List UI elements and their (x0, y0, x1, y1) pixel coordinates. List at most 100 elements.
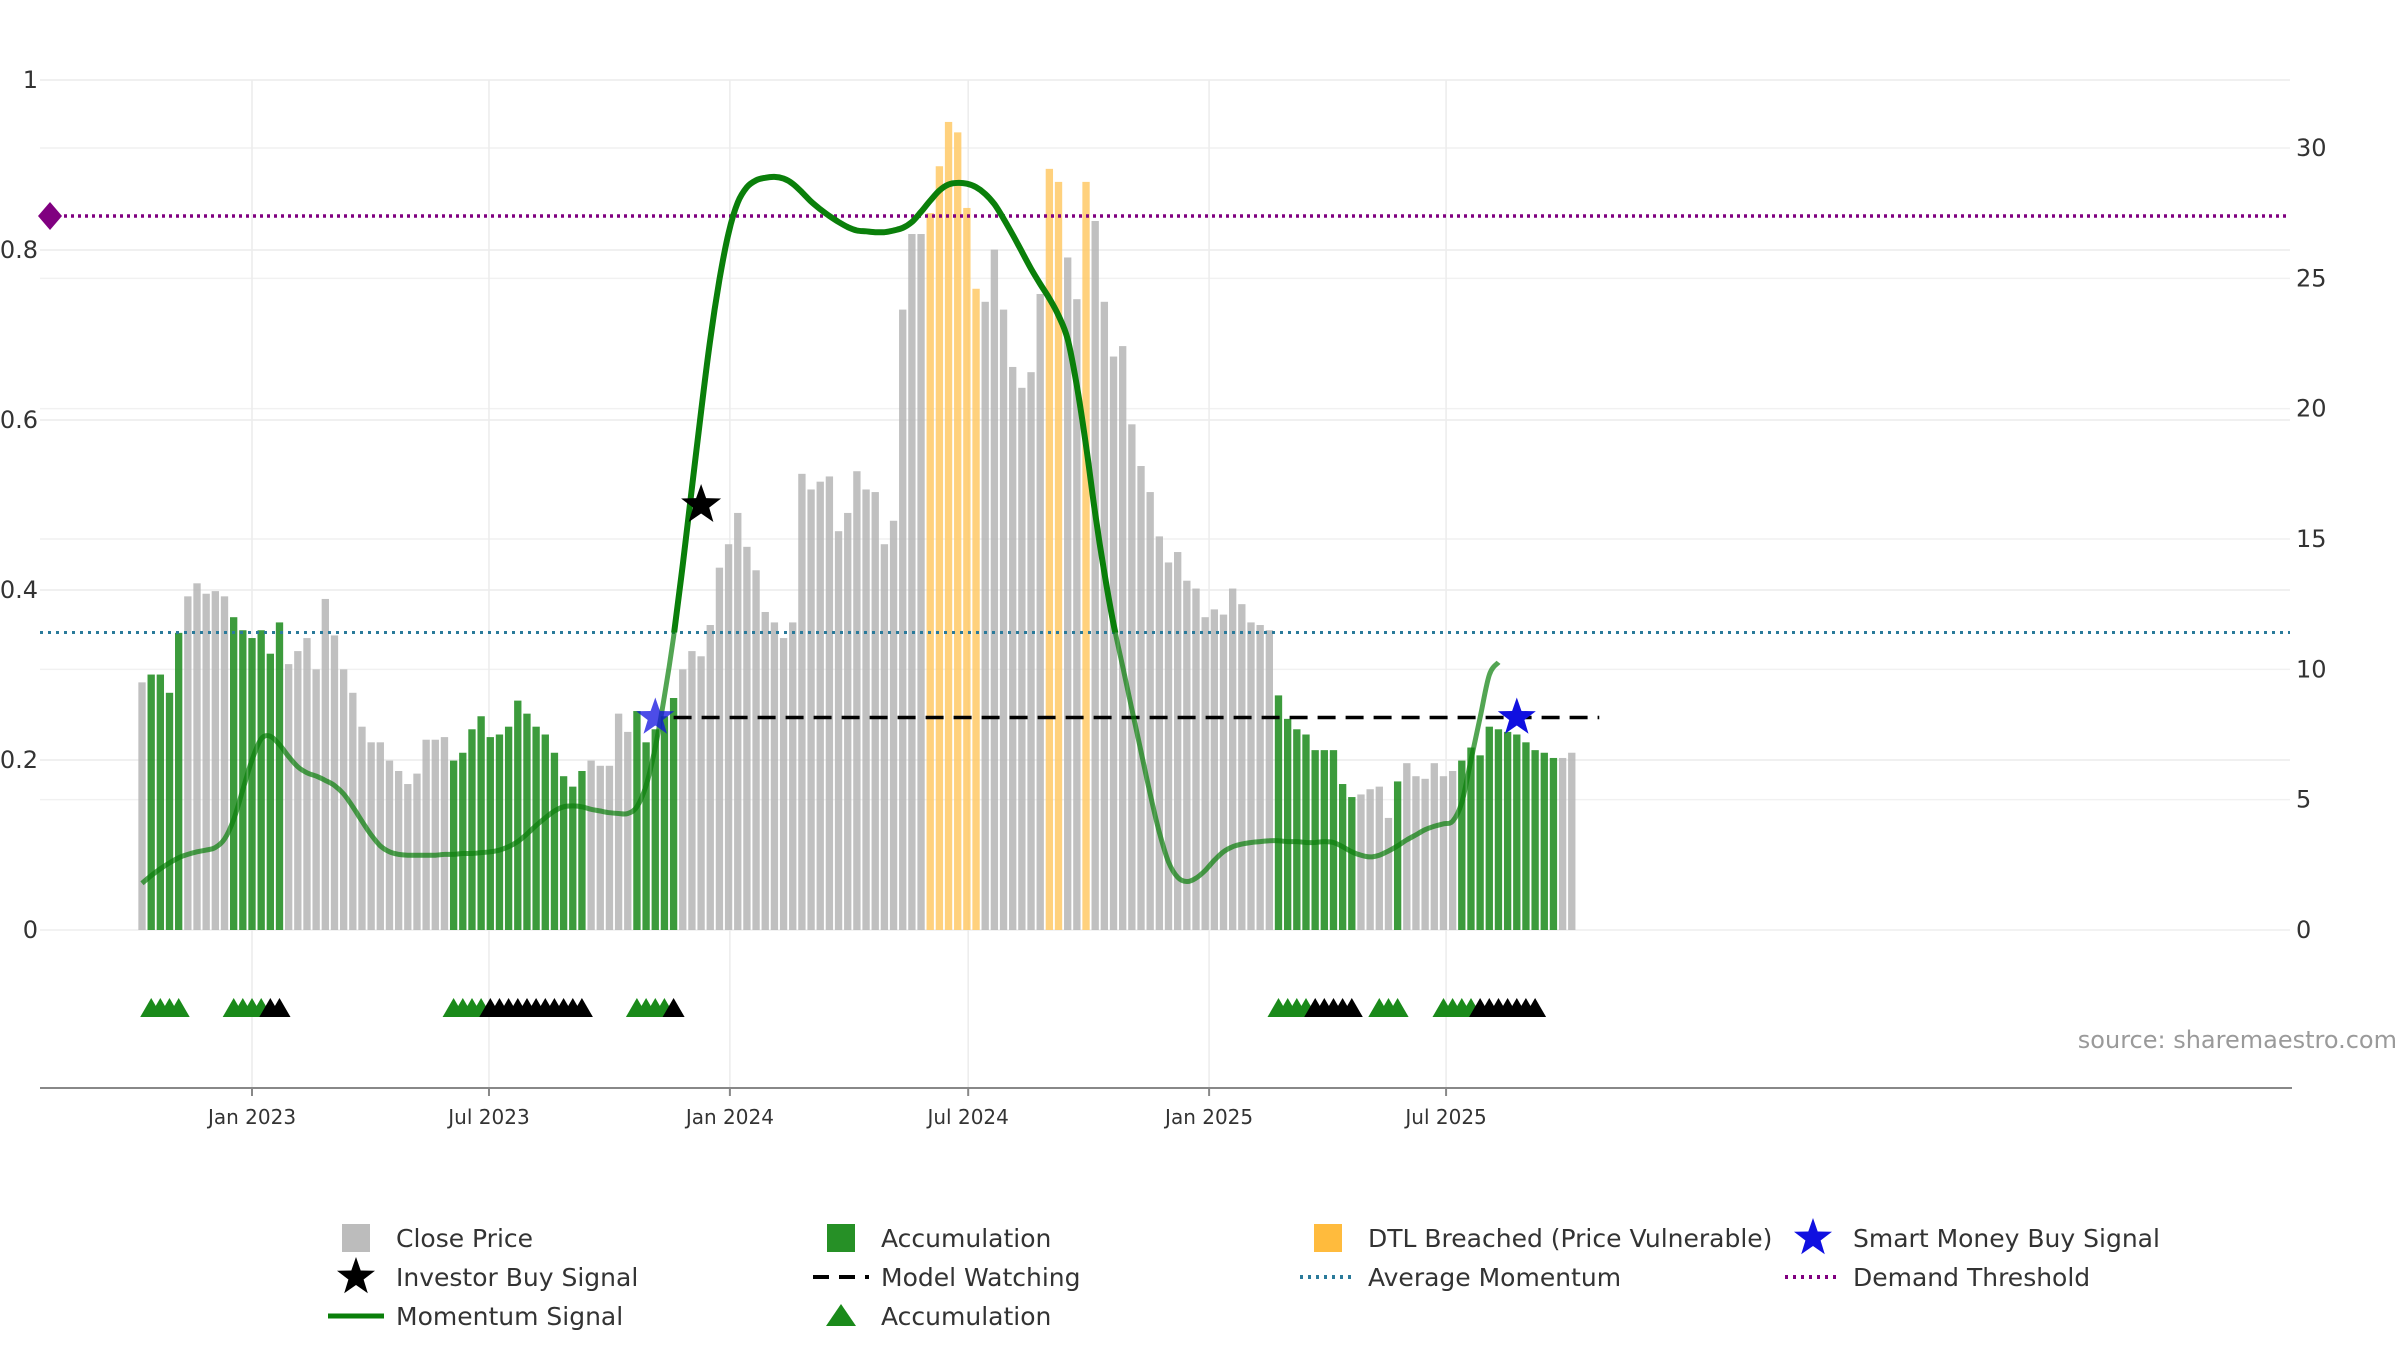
legend-label-1: Accumulation (881, 1224, 1051, 1253)
price-bar-142 (1439, 776, 1448, 930)
momentum-layer (140, 173, 1501, 886)
price-bars (138, 121, 1576, 931)
legend-label-7: Demand Threshold (1853, 1263, 2090, 1292)
price-bar-35 (459, 752, 467, 930)
price-bar-71 (789, 622, 797, 930)
price-bar-153 (1540, 752, 1548, 930)
triangle-black-152 (1524, 998, 1547, 1017)
price-bar-95 (1009, 366, 1017, 931)
price-bar-8 (211, 591, 220, 930)
price-bar-65 (734, 512, 742, 930)
price-bar-9 (220, 596, 229, 930)
price-bar-1 (147, 674, 155, 930)
y-left-tick-label-4: 0.8 (0, 236, 38, 264)
price-bar-134 (1366, 789, 1374, 930)
price-bar-23 (349, 692, 357, 930)
price-bar-124 (1274, 695, 1283, 930)
y-left-tick-label-5: 1 (23, 66, 38, 94)
demand-threshold-marker (38, 202, 62, 230)
y-right-tick-label-6: 30 (2296, 134, 2327, 162)
price-bar-103 (1082, 181, 1090, 931)
price-bar-74 (816, 481, 824, 930)
price-bar-32 (431, 739, 439, 930)
price-bar-2 (156, 674, 165, 930)
price-bar-33 (440, 737, 449, 930)
price-bar-89 (954, 132, 962, 931)
price-bar-100 (1054, 181, 1063, 931)
smart-money-star-1 (1497, 697, 1536, 734)
legend-swatch-0 (342, 1224, 370, 1252)
price-bar-125 (1283, 718, 1292, 930)
price-bar-149 (1503, 731, 1512, 930)
price-bar-144 (1458, 760, 1466, 930)
price-bar-37 (477, 716, 485, 930)
price-bar-69 (770, 622, 779, 930)
legend-item-2: DTL Breached (Price Vulnerable) (1314, 1224, 1772, 1253)
price-bar-114 (1183, 580, 1191, 930)
triangle-green-137 (1386, 998, 1409, 1017)
y-right-tick-label-2: 10 (2296, 655, 2327, 683)
y-right-tick-label-3: 15 (2296, 525, 2327, 553)
price-bar-10 (230, 617, 238, 930)
legend-item-1: Accumulation (827, 1224, 1051, 1253)
legend-label-2: DTL Breached (Price Vulnerable) (1368, 1224, 1772, 1253)
price-bar-83 (899, 309, 907, 930)
triangle-black-48 (570, 998, 593, 1017)
legend-swatch-9 (826, 1304, 856, 1326)
price-bar-80 (871, 492, 879, 930)
price-bar-147 (1485, 726, 1493, 930)
price-bar-111 (1155, 536, 1164, 930)
price-bar-121 (1247, 622, 1255, 930)
price-bar-132 (1348, 797, 1356, 930)
price-bar-40 (504, 726, 513, 930)
price-bar-101 (1064, 257, 1072, 931)
x-tick-label-4: Jan 2025 (1163, 1105, 1253, 1129)
legend-item-4: Investor Buy Signal (337, 1257, 638, 1294)
price-bar-24 (358, 726, 366, 930)
price-bar-151 (1522, 742, 1530, 930)
price-bar-133 (1357, 794, 1365, 930)
legend-item-7: Demand Threshold (1785, 1263, 2090, 1292)
price-bar-3 (165, 692, 174, 930)
reference-lines (38, 202, 2290, 720)
price-bar-11 (239, 630, 247, 930)
price-bar-7 (202, 593, 210, 930)
price-bar-5 (184, 596, 192, 930)
price-bar-97 (1027, 372, 1035, 930)
price-bar-70 (779, 638, 788, 930)
price-bar-85 (917, 234, 925, 930)
price-bar-42 (523, 713, 531, 930)
price-bar-4 (175, 632, 183, 930)
price-bar-99 (1045, 168, 1054, 930)
price-bar-30 (413, 773, 421, 930)
price-bar-13 (257, 630, 265, 930)
price-bar-86 (926, 213, 934, 930)
price-bar-15 (275, 622, 284, 930)
price-bar-102 (1073, 299, 1081, 931)
y-left-tick-label-0: 0 (23, 916, 38, 944)
price-bar-126 (1293, 729, 1301, 930)
price-bar-44 (541, 734, 549, 930)
price-bar-137 (1393, 781, 1402, 930)
price-bar-61 (697, 656, 705, 930)
triangle-black-58 (662, 998, 685, 1017)
price-bar-143 (1448, 770, 1457, 930)
price-bar-36 (468, 729, 476, 930)
price-bar-28 (394, 770, 403, 930)
price-bar-93 (990, 249, 999, 930)
accumulation-triangles (140, 998, 1547, 1017)
legend-label-5: Model Watching (881, 1263, 1081, 1292)
y-right-tick-label-4: 20 (2296, 395, 2327, 423)
smart-money-star-0 (636, 697, 675, 734)
price-bar-27 (385, 760, 394, 930)
x-tick-label-3: Jul 2024 (925, 1105, 1008, 1129)
price-bar-88 (944, 121, 953, 930)
price-bar-82 (889, 520, 898, 930)
price-bar-67 (752, 570, 760, 930)
price-bar-148 (1494, 729, 1503, 930)
price-bar-58 (669, 698, 678, 930)
price-bar-127 (1302, 734, 1310, 930)
price-bar-92 (981, 301, 989, 930)
price-bar-104 (1091, 220, 1099, 930)
legend-item-9: Accumulation (826, 1302, 1051, 1331)
